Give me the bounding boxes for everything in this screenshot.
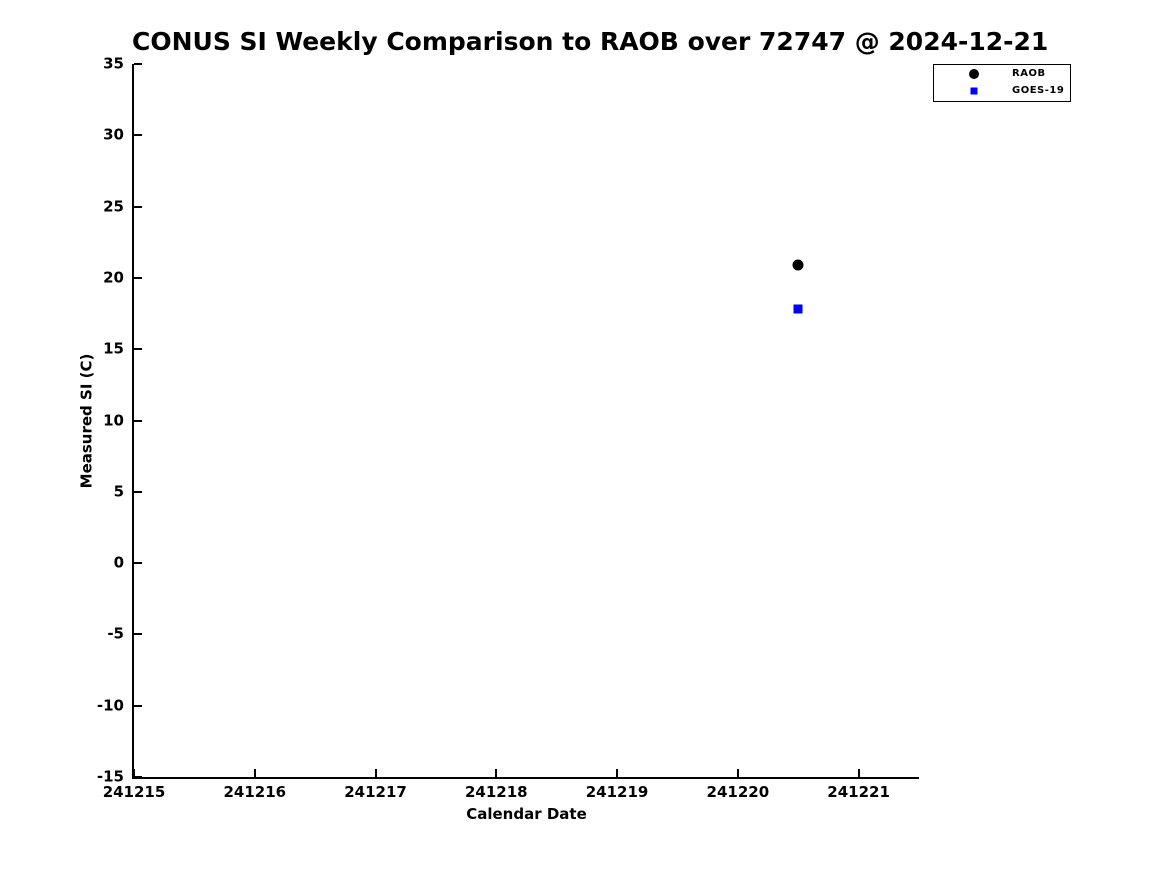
x-tick-mark: [253, 769, 256, 777]
y-tick-label: 25: [103, 197, 124, 216]
y-tick-mark: [134, 704, 142, 707]
y-tick-label: 35: [103, 54, 124, 73]
x-tick-label: 241221: [827, 783, 890, 801]
y-tick-mark: [134, 562, 142, 565]
y-tick-label: 0: [113, 553, 124, 572]
x-tick-mark: [495, 769, 498, 777]
y-tick-mark: [134, 63, 142, 65]
y-tick-mark: [134, 776, 142, 778]
x-tick-mark: [374, 769, 377, 777]
x-axis-label: Calendar Date: [466, 805, 587, 823]
legend-entry-goes-19: GOES-19: [934, 83, 1070, 101]
raob-marker-icon: [969, 68, 979, 79]
legend-box: RAOB GOES-19: [933, 64, 1071, 102]
chart-title: CONUS SI Weekly Comparison to RAOB over …: [132, 27, 1049, 56]
x-tick-mark: [616, 769, 619, 777]
y-tick-mark: [134, 348, 142, 351]
y-tick-label: 5: [113, 482, 124, 501]
y-tick-mark: [134, 419, 142, 422]
x-tick-label: 241220: [706, 783, 770, 801]
y-axis-label: Measured SI (C): [77, 353, 96, 488]
y-tick-mark: [134, 633, 142, 636]
y-tick-label: 20: [103, 268, 124, 287]
x-tick-mark: [857, 769, 860, 777]
legend-entry-raob: RAOB: [934, 65, 1070, 83]
legend-label: GOES-19: [1012, 85, 1065, 97]
y-tick-mark: [134, 490, 142, 493]
legend-label: RAOB: [1012, 67, 1046, 79]
x-tick-label: 241215: [102, 783, 166, 801]
y-tick-mark: [134, 276, 142, 279]
x-tick-label: 241219: [585, 783, 649, 801]
y-tick-mark: [134, 205, 142, 208]
goes-19-marker-icon: [970, 87, 978, 95]
x-tick-label: 241217: [344, 783, 407, 801]
y-tick-mark: [134, 134, 142, 137]
plot-area: Measured SI (C) Calendar Date 35 30 25 20 15…: [78, 56, 919, 822]
y-tick-label: -15: [96, 767, 124, 786]
y-tick-label: 10: [103, 411, 124, 429]
data-point-raob: [792, 259, 804, 271]
data-point-goes-19: [793, 304, 803, 314]
y-tick-label: -5: [107, 624, 124, 643]
y-tick-label: -10: [96, 696, 124, 715]
y-tick-label: 15: [103, 339, 124, 358]
x-tick-label: 241218: [464, 783, 528, 801]
x-tick-mark: [133, 769, 135, 777]
y-tick-label: 30: [103, 125, 124, 144]
x-tick-label: 241216: [223, 783, 287, 801]
x-tick-mark: [736, 769, 739, 777]
